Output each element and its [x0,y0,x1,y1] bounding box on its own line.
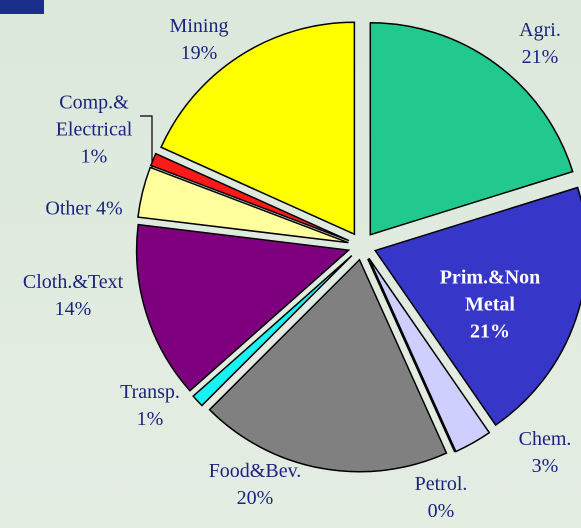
slice-label: Agri. 21% [495,17,581,71]
pie-slice [135,223,351,392]
category-name: Agri. [519,19,561,41]
leader-line [140,115,153,170]
category-name: Transp. [120,381,180,403]
corner-tab [0,0,44,14]
value-label: 4% [95,197,123,220]
value-label: 20% [236,487,274,509]
slice-label: Comp.& Electrical 1% [44,90,144,171]
pie-slice [137,166,349,244]
value-label: 0% [427,500,455,522]
category-name: Cloth.&Text [22,271,124,293]
pie-slice [374,186,581,427]
value-label: 19% [180,42,218,64]
category-name: Chem. [518,428,572,450]
pie-slice [368,257,491,453]
slice-label: Other 4% [19,196,149,223]
category-name: Mining [169,15,229,37]
category-name: Prim.&Non Metal [439,266,541,316]
value-label: 21% [470,320,510,343]
slice-label: Prim.&Non Metal 21% [430,265,550,346]
value-label: 3% [531,455,559,477]
category-name: Food&Bev. [208,460,302,482]
slice-label: Petrol. 0% [401,471,481,525]
pie-slice [160,21,356,236]
pie-slice [192,255,353,407]
category-name: Other [45,197,91,220]
slice-label: Transp. 1% [105,379,195,433]
pie-slice [367,258,456,453]
value-label: 21% [521,46,559,68]
slice-label: Food&Bev. 20% [185,458,325,512]
value-label: 1% [80,145,108,168]
slice-label: Chem. 3% [505,426,581,480]
pie-slice [149,152,350,242]
value-label: 14% [54,298,92,320]
pie-slice [208,258,448,473]
value-label: 1% [136,408,164,430]
category-name: Petrol. [414,473,468,495]
pie-slice [369,21,574,236]
slice-label: Cloth.&Text 14% [0,269,148,323]
category-name: Comp.& Electrical [55,91,133,141]
slice-label: Mining 19% [149,13,249,67]
